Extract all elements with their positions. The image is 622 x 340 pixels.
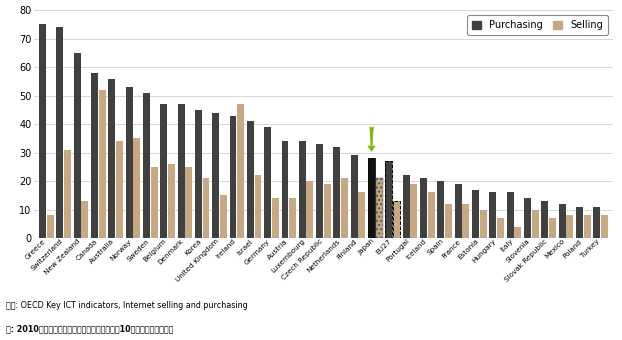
Bar bbox=[462, 204, 469, 238]
Bar bbox=[507, 192, 514, 238]
Bar bbox=[47, 215, 53, 238]
Bar bbox=[576, 207, 583, 238]
Bar bbox=[368, 158, 375, 238]
Bar bbox=[212, 113, 219, 238]
Bar bbox=[393, 201, 400, 238]
Bar bbox=[220, 195, 227, 238]
Bar bbox=[480, 209, 486, 238]
Bar bbox=[247, 121, 254, 238]
Bar bbox=[455, 184, 462, 238]
Bar bbox=[108, 79, 115, 238]
Bar bbox=[254, 175, 261, 238]
Bar bbox=[490, 192, 496, 238]
Bar bbox=[524, 198, 531, 238]
Bar bbox=[99, 90, 106, 238]
Bar bbox=[428, 192, 435, 238]
Bar bbox=[195, 110, 202, 238]
Bar bbox=[289, 198, 296, 238]
Bar bbox=[143, 93, 150, 238]
Bar bbox=[272, 198, 279, 238]
Bar bbox=[514, 226, 521, 238]
Bar bbox=[420, 178, 427, 238]
Bar bbox=[566, 215, 573, 238]
Bar bbox=[358, 192, 365, 238]
Bar bbox=[393, 201, 400, 238]
Bar bbox=[81, 201, 88, 238]
Bar bbox=[133, 138, 140, 238]
Bar bbox=[403, 175, 410, 238]
Bar bbox=[126, 87, 132, 238]
Text: 注: 2010年あるいは利用可能な最新年の従業者10人以上の企業を対象: 注: 2010年あるいは利用可能な最新年の従業者10人以上の企業を対象 bbox=[6, 324, 174, 334]
Bar bbox=[91, 73, 98, 238]
Bar bbox=[376, 178, 383, 238]
Bar bbox=[368, 158, 375, 238]
Text: 出所: OECD Key ICT indicators, Internet selling and purchasing: 出所: OECD Key ICT indicators, Internet se… bbox=[6, 301, 248, 310]
Bar bbox=[472, 190, 479, 238]
Bar bbox=[541, 201, 548, 238]
Bar bbox=[237, 104, 244, 238]
Bar bbox=[376, 178, 383, 238]
Bar bbox=[333, 147, 340, 238]
Bar bbox=[351, 155, 358, 238]
Bar bbox=[73, 53, 81, 238]
Bar bbox=[39, 24, 46, 238]
Bar bbox=[64, 150, 71, 238]
Bar bbox=[203, 178, 210, 238]
Bar bbox=[264, 127, 271, 238]
Bar bbox=[299, 141, 306, 238]
Bar bbox=[386, 161, 392, 238]
Bar bbox=[532, 209, 539, 238]
Bar bbox=[316, 144, 323, 238]
Bar bbox=[151, 167, 157, 238]
Bar bbox=[282, 141, 289, 238]
Bar bbox=[549, 218, 556, 238]
Bar bbox=[497, 218, 504, 238]
Legend: Purchasing, Selling: Purchasing, Selling bbox=[467, 15, 608, 35]
Bar bbox=[160, 104, 167, 238]
Bar bbox=[559, 204, 565, 238]
Bar bbox=[57, 27, 63, 238]
Bar bbox=[411, 184, 417, 238]
Bar bbox=[168, 164, 175, 238]
Bar bbox=[341, 178, 348, 238]
Bar bbox=[593, 207, 600, 238]
Bar bbox=[601, 215, 608, 238]
Bar bbox=[230, 116, 236, 238]
Bar bbox=[437, 181, 444, 238]
Bar bbox=[116, 141, 123, 238]
Bar bbox=[307, 181, 313, 238]
Bar bbox=[583, 215, 590, 238]
Bar bbox=[324, 184, 331, 238]
Bar bbox=[178, 104, 185, 238]
Bar bbox=[386, 161, 392, 238]
Bar bbox=[445, 204, 452, 238]
Bar bbox=[185, 167, 192, 238]
